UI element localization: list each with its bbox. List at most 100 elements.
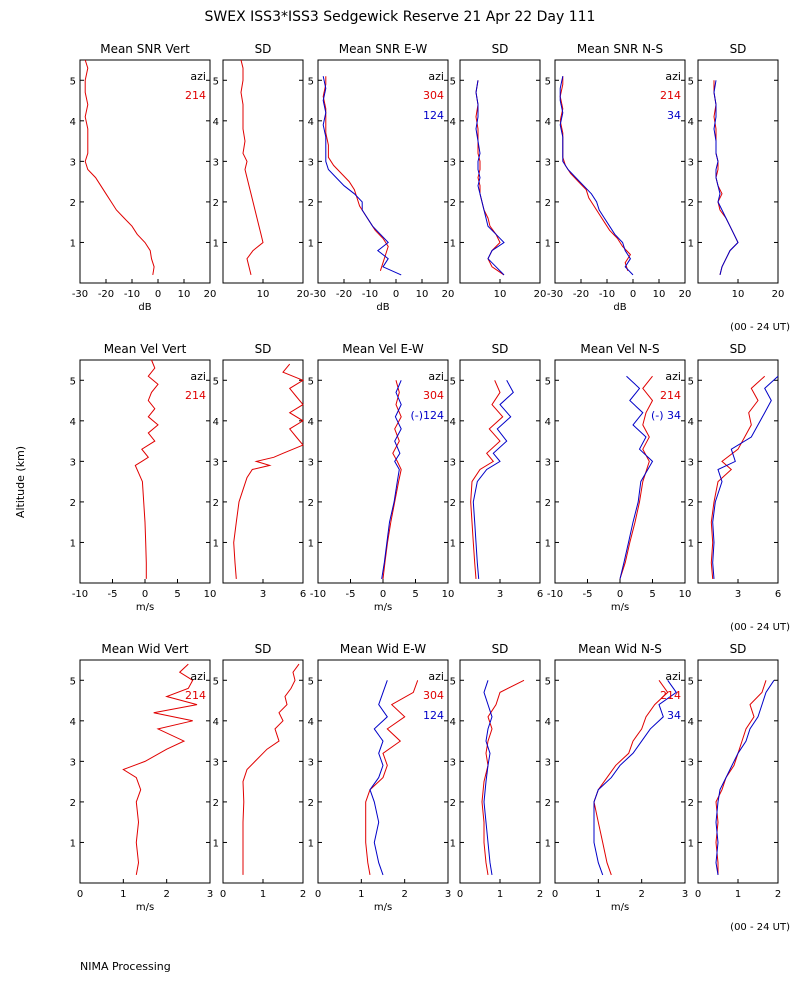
x-tick-label: 2 <box>537 889 543 900</box>
x-tick-label: 10 <box>679 589 692 600</box>
x-tick-label: 10 <box>416 289 429 300</box>
legend-header: azi <box>190 370 206 383</box>
panel-title: SD <box>255 42 272 56</box>
y-tick-label: 3 <box>213 457 219 468</box>
y-tick-label: 5 <box>688 676 694 687</box>
y-tick-label: 1 <box>545 238 551 249</box>
legend-header: azi <box>428 370 444 383</box>
x-tick-label: 5 <box>412 589 418 600</box>
x-tick-label: 3 <box>207 889 213 900</box>
legend-entry: 214 <box>185 89 206 102</box>
series-line-blue <box>475 80 505 276</box>
x-tick-label: 0 <box>142 589 148 600</box>
y-tick-label: 2 <box>450 798 456 809</box>
y-tick-label: 4 <box>450 417 456 428</box>
y-tick-label: 2 <box>70 198 76 209</box>
x-tick-label: 2 <box>163 889 169 900</box>
legend-entry: 214 <box>185 689 206 702</box>
panel-title: SD <box>255 642 272 656</box>
x-tick-label: -20 <box>336 289 352 300</box>
panel-title: SD <box>492 42 509 56</box>
y-tick-label: 1 <box>308 538 314 549</box>
x-tick-label: 0 <box>315 889 321 900</box>
y-tick-label: 4 <box>213 717 219 728</box>
y-tick-label: 4 <box>70 117 76 128</box>
x-tick-label: 10 <box>204 589 217 600</box>
panel-title: SD <box>730 342 747 356</box>
x-tick-label: 2 <box>401 889 407 900</box>
ut-note-row-2: (00 - 24 UT) <box>730 622 790 633</box>
y-tick-label: 1 <box>70 838 76 849</box>
y-tick-label: 1 <box>213 838 219 849</box>
panel-title: SD <box>730 642 747 656</box>
y-tick-label: 3 <box>545 457 551 468</box>
panel-frame <box>222 659 304 884</box>
y-tick-label: 5 <box>308 676 314 687</box>
x-tick-label: 0 <box>617 589 623 600</box>
panel-frame <box>697 59 779 284</box>
panel-3: Mean SNR E-W 1 2 3 4 5 -30 -20 -10 0 10 20 dB azi 304 1… <box>308 42 455 313</box>
panel-title: Mean Vel N-S <box>580 342 659 356</box>
series-line-blue <box>593 680 677 876</box>
x-axis-label: m/s <box>136 902 154 913</box>
y-tick-label: 5 <box>688 376 694 387</box>
panel-title: SD <box>492 642 509 656</box>
x-tick-label: 20 <box>442 289 455 300</box>
panel-13: Mean Wid Vert 1 2 3 4 5 0 1 2 3 m/s azi 214 <box>70 642 214 913</box>
legend-entry: (-) 34 <box>651 409 681 422</box>
y-tick-label: 2 <box>545 198 551 209</box>
y-tick-label: 2 <box>308 198 314 209</box>
x-tick-label: 3 <box>735 589 741 600</box>
x-tick-label: 3 <box>445 889 451 900</box>
y-tick-label: 5 <box>308 376 314 387</box>
legend-entry: 214 <box>660 689 681 702</box>
y-tick-label: 5 <box>70 676 76 687</box>
y-axis-label: Altitude (km) <box>14 446 27 518</box>
panel-frame <box>554 659 686 884</box>
legend-entry: 214 <box>660 389 681 402</box>
panel-title: Mean SNR N-S <box>577 42 663 56</box>
series-line-red <box>481 679 525 875</box>
y-tick-label: 4 <box>308 117 314 128</box>
x-tick-label: -5 <box>346 589 356 600</box>
panel-18: SD 1 2 3 4 5 0 1 2 <box>688 642 782 900</box>
y-tick-label: 3 <box>213 757 219 768</box>
series-line-red <box>134 359 159 579</box>
legend-entry: 124 <box>423 109 444 122</box>
x-tick-label: 1 <box>497 889 503 900</box>
series-line-red <box>593 680 669 876</box>
x-axis-label: m/s <box>611 602 629 613</box>
x-tick-label: 3 <box>260 589 266 600</box>
panel-frame <box>459 359 541 584</box>
y-tick-label: 1 <box>450 838 456 849</box>
y-tick-label: 2 <box>688 798 694 809</box>
y-tick-label: 5 <box>450 76 456 87</box>
y-tick-label: 2 <box>213 798 219 809</box>
panel-8: SD 1 2 3 4 5 3 6 <box>213 342 307 600</box>
y-tick-label: 3 <box>545 757 551 768</box>
x-tick-label: 1 <box>735 889 741 900</box>
y-tick-label: 5 <box>688 76 694 87</box>
panel-title: Mean SNR Vert <box>100 42 190 56</box>
y-tick-label: 3 <box>70 157 76 168</box>
series-line-red <box>715 680 767 875</box>
x-tick-label: 20 <box>772 289 785 300</box>
series-line-red <box>710 375 766 579</box>
y-tick-label: 3 <box>308 457 314 468</box>
legend-header: azi <box>665 370 681 383</box>
y-tick-label: 5 <box>450 376 456 387</box>
x-tick-label: 0 <box>380 589 386 600</box>
legend-entry: 304 <box>423 89 444 102</box>
panel-2: SD 1 2 3 4 5 10 20 <box>213 42 310 300</box>
y-tick-label: 3 <box>688 757 694 768</box>
y-tick-label: 4 <box>545 417 551 428</box>
panel-frame <box>697 359 779 584</box>
x-tick-label: 0 <box>77 889 83 900</box>
y-tick-label: 3 <box>450 757 456 768</box>
x-axis-label: dB <box>613 302 626 313</box>
y-tick-label: 1 <box>545 838 551 849</box>
y-tick-label: 1 <box>308 838 314 849</box>
